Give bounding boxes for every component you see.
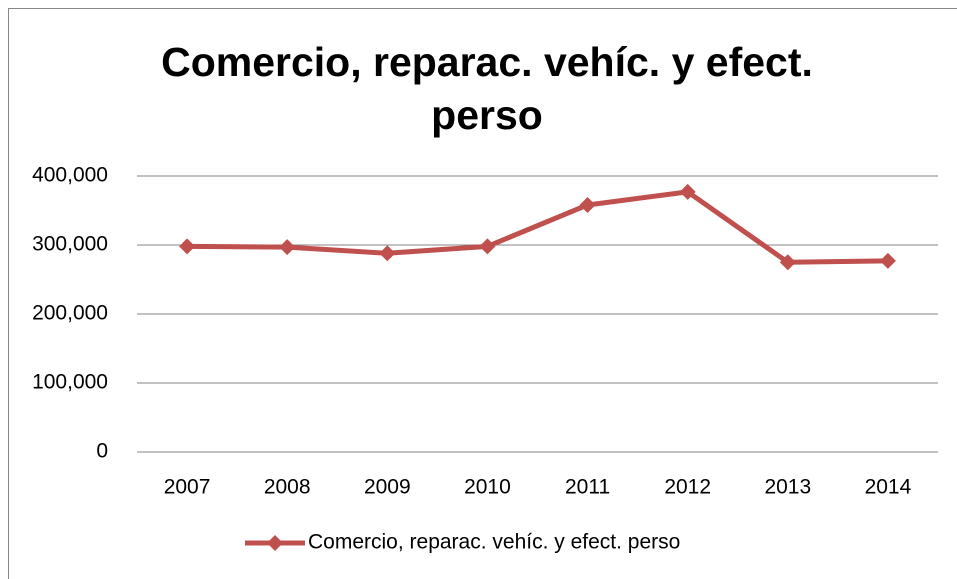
point-marker (679, 183, 696, 200)
chart-title: Comercio, reparac. vehíc. y efect. perso (161, 39, 813, 138)
x-tick-label: 2008 (264, 476, 311, 499)
x-tick-label: 2011 (565, 476, 610, 499)
x-tick-label: 2012 (664, 476, 711, 499)
x-tick-label: 2007 (164, 476, 211, 499)
y-tick-label: 200,000 (32, 302, 108, 325)
x-tick-label: 2013 (764, 476, 811, 499)
point-marker (379, 245, 396, 262)
y-tick-label: 400,000 (32, 164, 108, 187)
point-marker (879, 252, 896, 269)
chart-border (8, 8, 957, 579)
series-line (187, 189, 888, 265)
point-marker (479, 238, 496, 255)
point-marker (579, 196, 596, 213)
y-tick-label: 300,000 (32, 233, 108, 256)
y-tick-label: 0 (96, 440, 108, 463)
point-marker (779, 254, 796, 271)
x-tick-label: 2009 (364, 476, 411, 499)
point-marker (179, 238, 196, 255)
legend-label: Comercio, reparac. vehíc. y efect. perso (308, 531, 680, 554)
legend-marker (267, 535, 283, 551)
y-tick-label: 100,000 (32, 371, 108, 394)
x-tick-label: 2014 (865, 476, 912, 499)
x-tick-label: 2010 (464, 476, 511, 499)
point-marker (279, 239, 296, 256)
